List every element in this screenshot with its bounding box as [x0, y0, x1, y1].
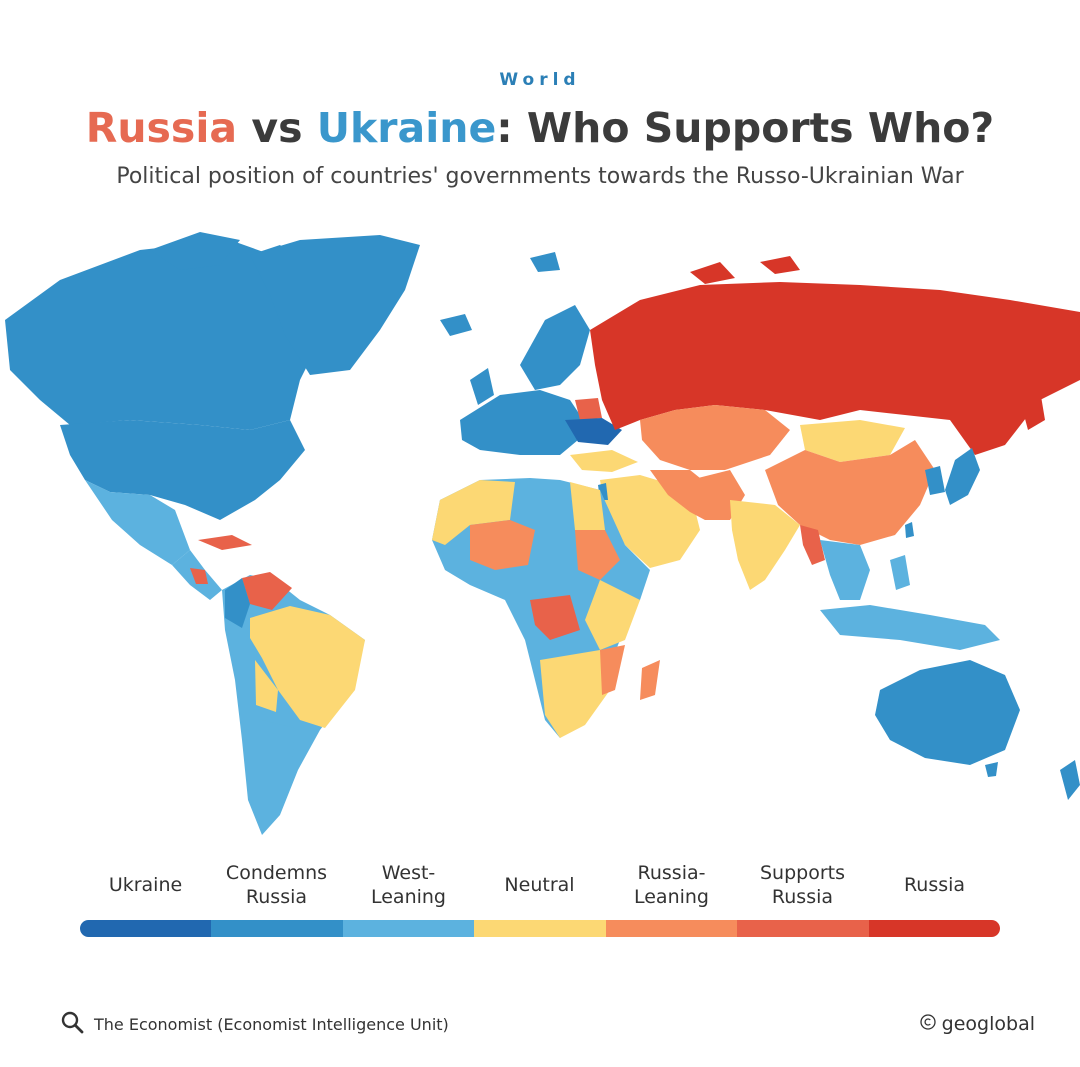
region-madagascar	[640, 660, 660, 700]
region-mongolia	[800, 420, 905, 462]
section-kicker: World	[499, 70, 581, 90]
region-mexico	[85, 480, 190, 565]
author-credit: geoglobal	[920, 1010, 1035, 1038]
legend-label-west-leaning: West- Leaning	[370, 862, 446, 908]
region-venezuela	[242, 572, 292, 610]
region-russia	[590, 282, 1080, 455]
author-text: geoglobal	[941, 1013, 1035, 1035]
legend-label-condemns-russia: Condemns Russia	[225, 862, 328, 908]
region-indonesia-philippines	[820, 555, 1000, 650]
region-usa	[60, 420, 305, 520]
region-russia-north-islands	[690, 256, 800, 284]
region-central-africa	[530, 595, 580, 640]
region-colombia	[225, 578, 250, 628]
region-belarus	[575, 398, 602, 420]
region-southeast-asia	[820, 540, 870, 600]
region-mali-sahel	[470, 520, 535, 570]
region-nicaragua	[190, 568, 208, 584]
region-myanmar	[800, 525, 825, 565]
region-brazil	[250, 606, 365, 728]
legend-label-russia: Russia	[903, 874, 966, 896]
page-title: Russia vs Ukraine: Who Supports Who?	[0, 104, 1080, 152]
title-question: : Who Supports Who?	[496, 104, 995, 152]
region-west-africa-neutral	[432, 480, 515, 545]
region-western-europe	[460, 390, 590, 455]
source-text: The Economist (Economist Intelligence Un…	[94, 1014, 449, 1034]
region-canada	[5, 240, 330, 430]
legend-labels: Ukraine Condemns Russia West- Leaning Ne…	[80, 855, 1000, 915]
legend-swatch-ukraine	[80, 920, 212, 937]
title-russia: Russia	[85, 104, 238, 152]
legend-label-ukraine: Ukraine	[108, 874, 183, 896]
region-turkey	[570, 450, 638, 472]
title-vs: vs	[237, 104, 317, 152]
region-greenland	[250, 235, 420, 375]
legend-label-russia-leaning: Russia- Leaning	[633, 862, 709, 908]
region-korea	[925, 466, 945, 495]
title-ukraine: Ukraine	[316, 104, 497, 152]
region-ukraine	[565, 418, 622, 445]
region-egypt	[570, 482, 605, 530]
legend-swatch-supports-russia	[737, 920, 869, 937]
region-taiwan	[905, 522, 914, 538]
region-uk	[470, 368, 494, 405]
region-cuba	[198, 535, 252, 550]
region-china	[765, 440, 935, 545]
region-new-zealand	[1060, 760, 1080, 800]
region-iceland	[440, 314, 472, 336]
source-credit: The Economist (Economist Intelligence Un…	[60, 1010, 449, 1038]
region-bolivia	[255, 660, 278, 712]
world-map	[5, 232, 1080, 835]
region-australia	[875, 660, 1020, 765]
copyright-icon	[920, 1013, 936, 1035]
region-argentina	[252, 720, 295, 830]
region-mozambique	[600, 645, 625, 695]
legend-swatch-neutral	[474, 920, 606, 937]
region-sudan	[575, 530, 620, 580]
region-east-africa	[585, 580, 640, 650]
region-japan	[945, 448, 980, 505]
region-india	[730, 500, 800, 590]
legend-swatch-condemns-russia	[211, 920, 343, 937]
legend-label-neutral: Neutral	[504, 874, 575, 896]
legend-swatch-west-leaning	[342, 920, 475, 937]
legend-swatch-russia	[868, 920, 1000, 937]
region-tasmania	[985, 762, 998, 777]
region-kazakhstan-central-asia	[640, 405, 790, 470]
region-scandinavia	[520, 305, 590, 390]
legend-color-bar	[80, 920, 1000, 937]
region-svalbard	[530, 252, 560, 272]
search-icon	[60, 1010, 84, 1038]
legend-label-supports-russia: Supports Russia	[759, 862, 845, 908]
region-southern-africa	[540, 650, 610, 738]
page-subtitle: Political position of countries' governm…	[116, 164, 964, 189]
region-kamchatka	[1020, 390, 1045, 430]
legend-swatch-russia-leaning	[605, 920, 738, 937]
